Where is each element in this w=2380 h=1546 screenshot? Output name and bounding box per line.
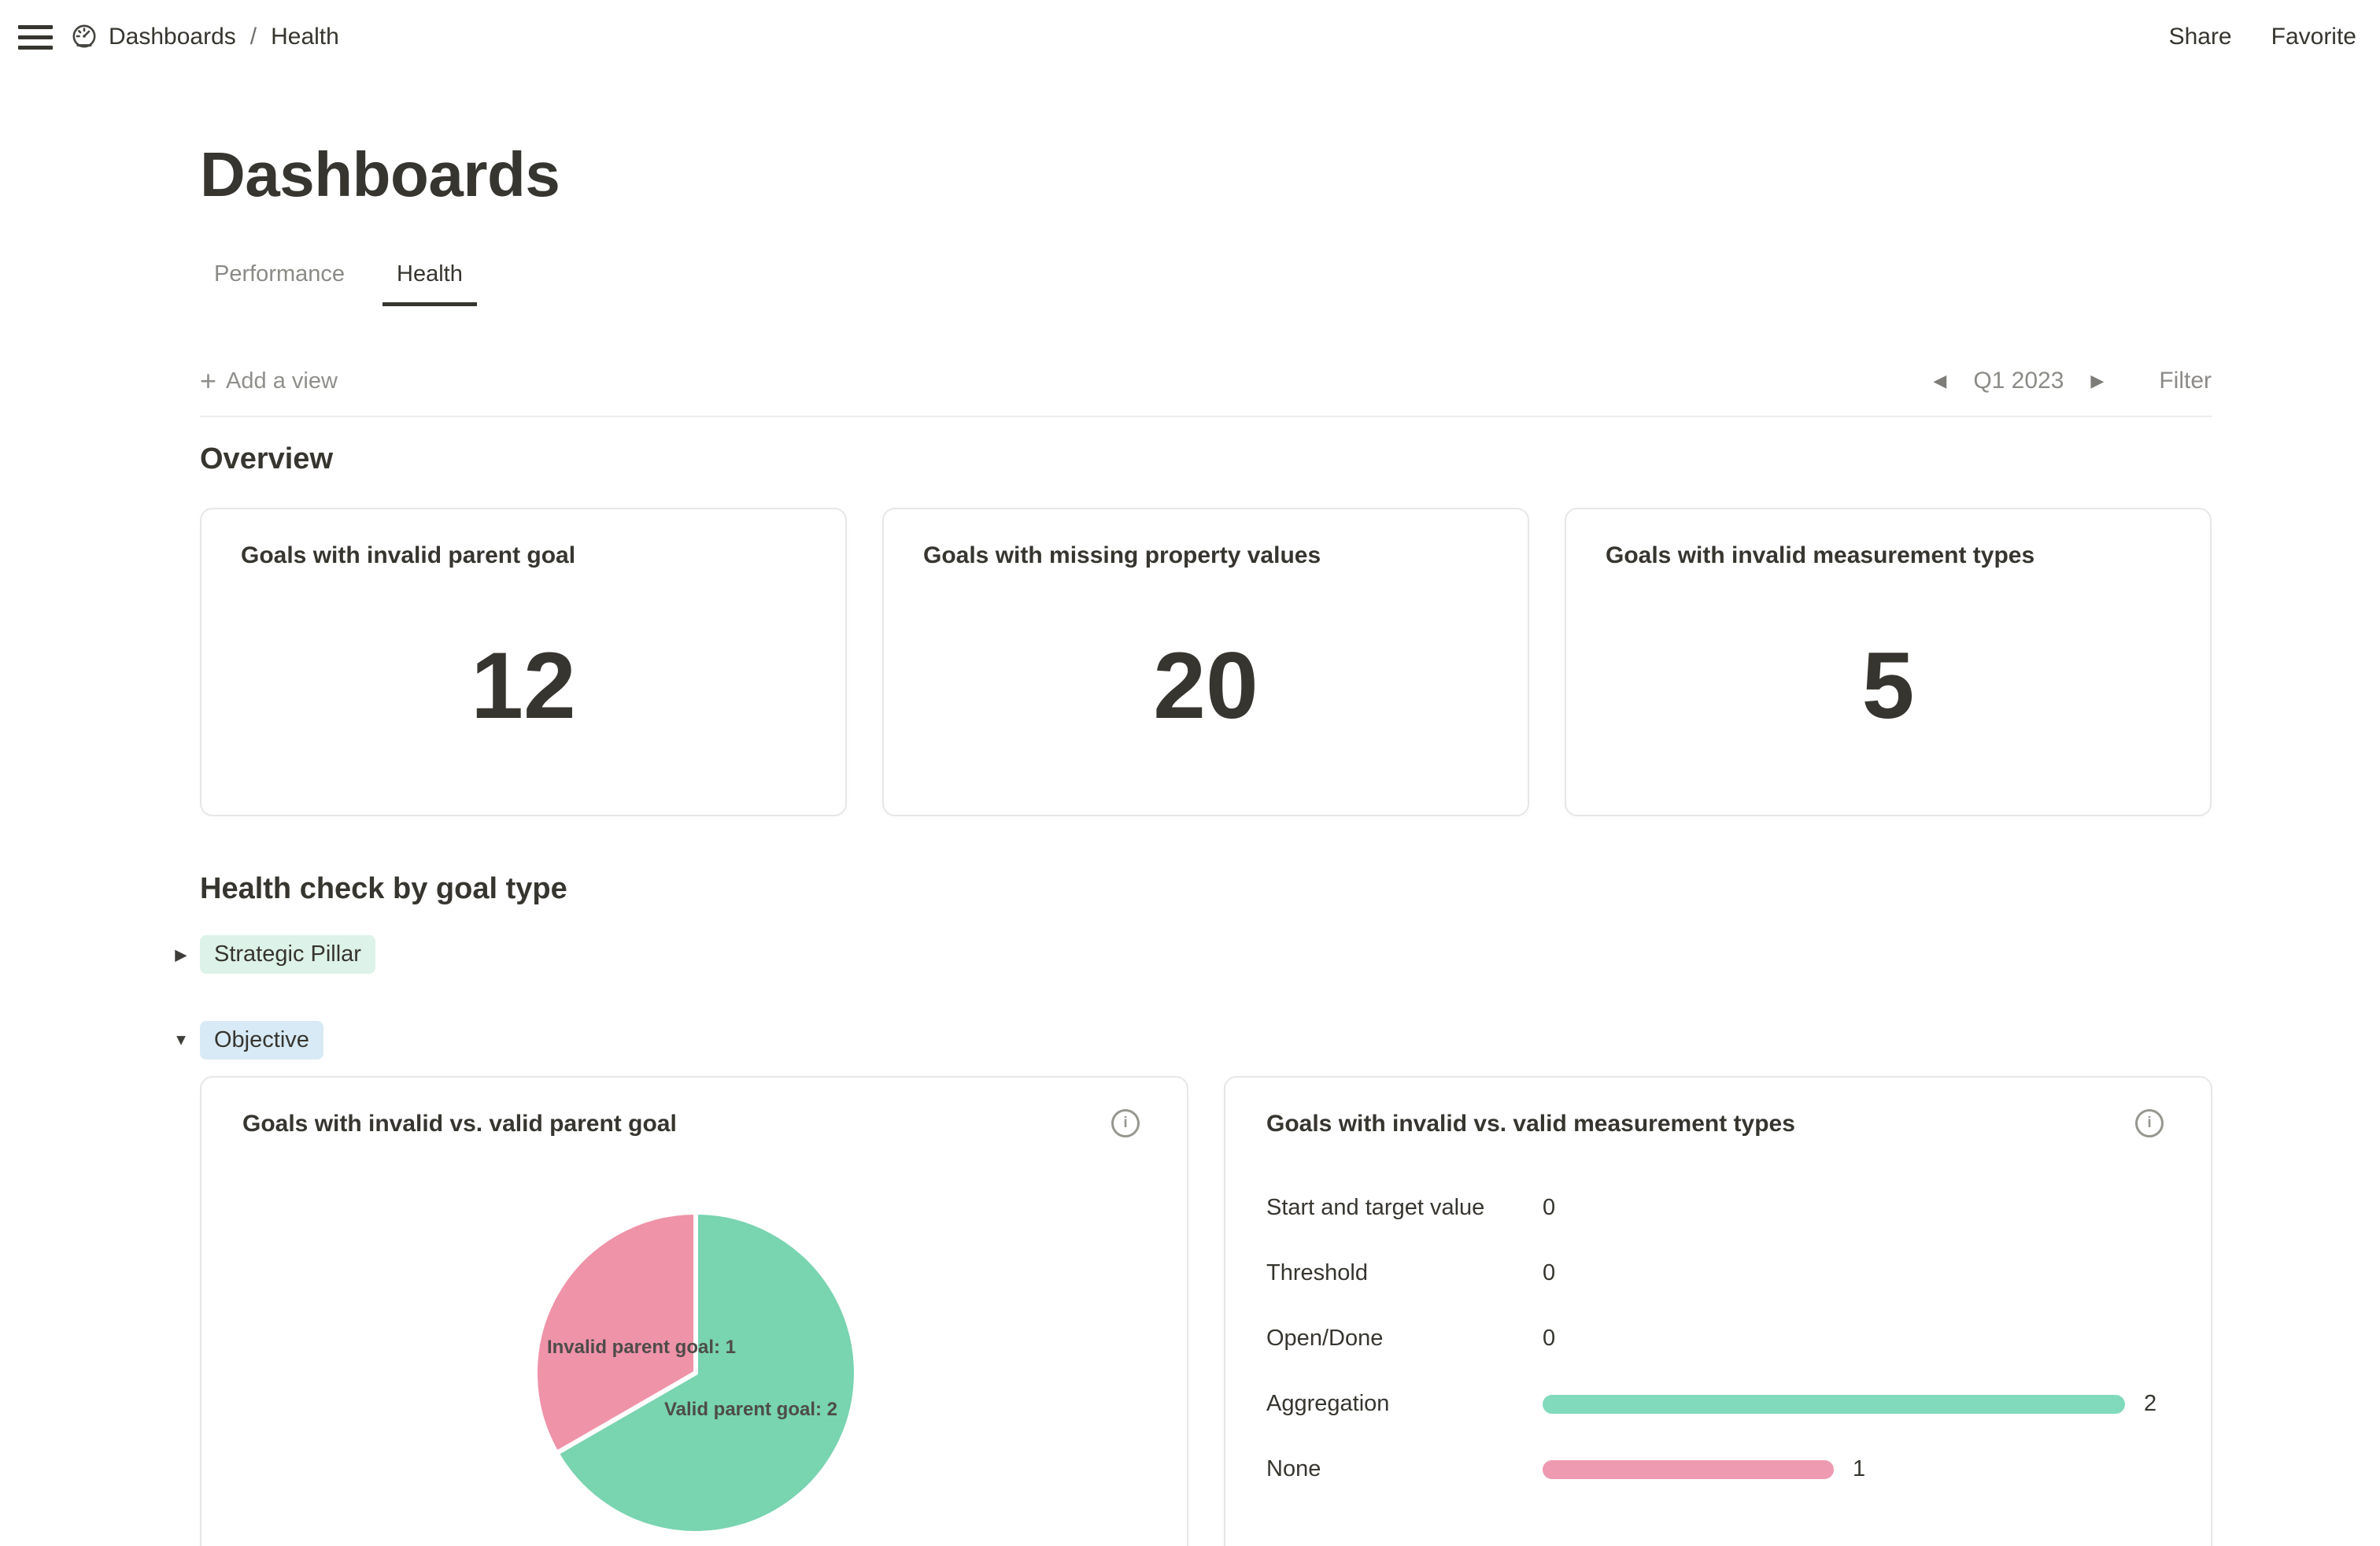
pie-chart — [530, 1208, 861, 1538]
divider — [200, 416, 2212, 417]
health-check-heading: Health check by goal type — [200, 872, 567, 905]
row-label: Open/Done — [1266, 1326, 1384, 1351]
row-value: 1 — [1853, 1456, 1866, 1481]
row-value: 0 — [1543, 1260, 1556, 1285]
stat-card-value: 20 — [1153, 633, 1258, 738]
toggle-collapsed-icon[interactable]: ▶ — [175, 946, 187, 963]
previous-period-icon[interactable]: ◀ — [1933, 371, 1947, 390]
stat-card-invalid-measurement: Goals with invalid measurement types 5 — [1565, 508, 2212, 816]
measurement-row: Open/Done 0 — [1266, 1306, 2171, 1371]
favorite-button[interactable]: Favorite — [2271, 24, 2356, 50]
chart-cards: Goals with invalid vs. valid parent goal… — [200, 1076, 2212, 1546]
gauge-icon — [71, 23, 98, 51]
info-icon[interactable]: i — [1111, 1109, 1140, 1137]
measurement-row: Aggregation 2 — [1266, 1371, 2171, 1437]
row-label: None — [1266, 1456, 1321, 1481]
toggle-expanded-icon[interactable]: ▼ — [173, 1031, 189, 1049]
row-label: Start and target value — [1266, 1195, 1485, 1220]
pie-card-title: Goals with invalid vs. valid parent goal — [242, 1111, 677, 1137]
row-bar — [1543, 1459, 1834, 1479]
row-value: 2 — [2144, 1391, 2157, 1416]
share-button[interactable]: Share — [2168, 24, 2232, 50]
menu-icon[interactable] — [18, 20, 53, 54]
add-view-label: Add a view — [226, 368, 338, 394]
views-bar: + Add a view ◀ Q1 2023 ▶ Filter — [200, 346, 2212, 416]
stat-card-missing-properties: Goals with missing property values 20 — [882, 508, 1529, 816]
bar-card-title: Goals with invalid vs. valid measurement… — [1266, 1111, 1795, 1137]
breadcrumb-separator: / — [249, 24, 257, 50]
row-value: 0 — [1543, 1326, 1556, 1351]
tag-objective[interactable]: Objective — [200, 1021, 323, 1060]
topbar: Dashboards / Health Share Favorite — [0, 0, 2380, 74]
stat-card-invalid-parent: Goals with invalid parent goal 12 — [200, 508, 847, 816]
tab-bar: Performance Health — [200, 250, 477, 306]
measurement-row: Threshold 0 — [1266, 1241, 2171, 1306]
group-strategic-pillar: ▶ Strategic Pillar — [175, 935, 375, 974]
period-label[interactable]: Q1 2023 — [1973, 368, 2064, 394]
row-label: Aggregation — [1266, 1391, 1390, 1416]
measurement-rows: Start and target value 0 Threshold 0 Ope… — [1266, 1175, 2171, 1502]
bar-chart-card: Goals with invalid vs. valid measurement… — [1224, 1076, 2212, 1546]
row-label: Threshold — [1266, 1260, 1368, 1285]
row-value: 0 — [1543, 1195, 1556, 1220]
overview-heading: Overview — [200, 442, 333, 475]
stat-card-title: Goals with invalid measurement types — [1606, 542, 2035, 568]
row-bar — [1543, 1394, 2125, 1414]
page-title: Dashboards — [200, 139, 560, 209]
tab-performance[interactable]: Performance — [214, 261, 346, 287]
filter-button[interactable]: Filter — [2159, 368, 2212, 394]
next-period-icon[interactable]: ▶ — [2090, 371, 2105, 390]
stat-card-title: Goals with missing property values — [923, 542, 1321, 568]
tag-strategic-pillar[interactable]: Strategic Pillar — [200, 935, 375, 974]
measurement-row: Start and target value 0 — [1266, 1175, 2171, 1241]
stat-card-value: 5 — [1861, 633, 1915, 738]
pie-slice-label-valid: Valid parent goal: 2 — [663, 1399, 838, 1420]
measurement-row: None 1 — [1266, 1437, 2171, 1502]
info-icon[interactable]: i — [2135, 1109, 2164, 1137]
plus-icon: + — [200, 364, 217, 397]
breadcrumb-current[interactable]: Health — [271, 24, 339, 50]
add-view-button[interactable]: + Add a view — [200, 364, 338, 397]
breadcrumb-parent[interactable]: Dashboards — [109, 24, 236, 50]
pie-chart-card: Goals with invalid vs. valid parent goal… — [200, 1076, 1188, 1546]
views-bar-right: ◀ Q1 2023 ▶ Filter — [1930, 368, 2212, 394]
stat-card-value: 12 — [471, 633, 576, 738]
tab-health[interactable]: Health — [382, 250, 477, 306]
pie-slice-label-invalid: Invalid parent goal: 1 — [546, 1337, 737, 1358]
stat-card-title: Goals with invalid parent goal — [241, 542, 576, 568]
group-objective: ▼ Objective — [173, 1021, 323, 1060]
overview-cards: Goals with invalid parent goal 12 Goals … — [200, 508, 2212, 816]
